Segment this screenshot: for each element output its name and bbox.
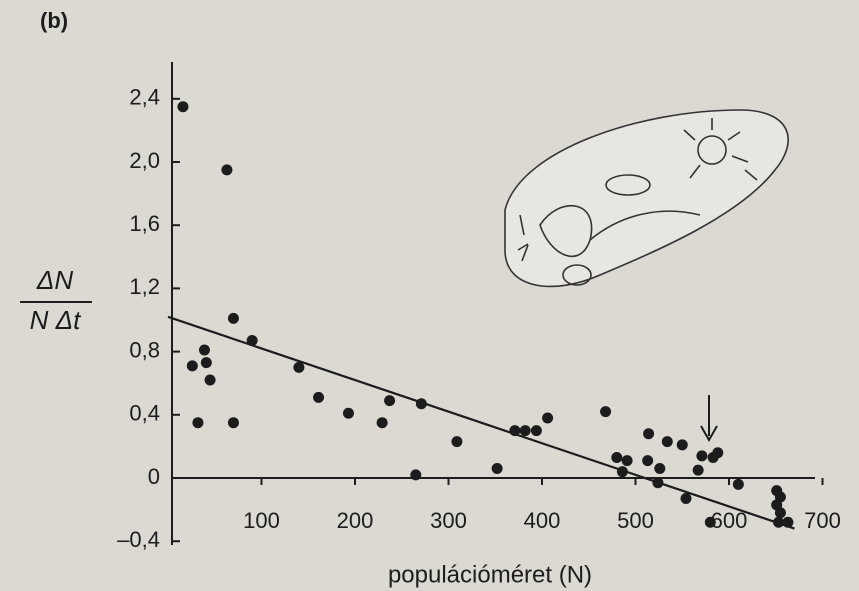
data-point	[704, 516, 716, 528]
paramecium-drawing	[504, 109, 789, 288]
data-point	[177, 101, 189, 113]
data-point	[204, 374, 216, 386]
data-point	[611, 451, 623, 463]
data-point	[542, 412, 554, 424]
x-tick-label: 300	[430, 508, 467, 533]
data-point	[410, 469, 422, 481]
data-point	[384, 395, 396, 407]
data-point	[621, 455, 633, 467]
data-point	[451, 436, 463, 448]
x-tick-label: 700	[804, 508, 841, 533]
x-tick-label: 400	[524, 508, 561, 533]
annotation-arrow	[700, 395, 718, 443]
x-tick-label: 600	[711, 508, 748, 533]
y-tick-label: 2,0	[129, 148, 160, 173]
data-point	[313, 391, 325, 403]
data-point	[530, 425, 542, 437]
data-point	[192, 417, 204, 429]
chart-title: (b)	[40, 8, 68, 33]
y-tick-label: 0	[148, 464, 160, 489]
data-point	[643, 428, 655, 440]
y-tick-label: 1,2	[129, 274, 160, 299]
y-tick-label: 2,4	[129, 85, 160, 110]
data-point	[200, 357, 212, 369]
x-tick-label: 200	[337, 508, 374, 533]
data-point	[680, 493, 692, 505]
data-point	[676, 439, 688, 451]
y-label-numerator: ΔN	[36, 265, 73, 295]
data-point	[293, 361, 305, 373]
y-tick-label: 0,4	[129, 401, 160, 426]
y-label-denominator: N Δt	[30, 305, 82, 335]
x-tick-label: 500	[617, 508, 654, 533]
data-point	[186, 360, 198, 372]
data-point	[774, 491, 786, 503]
data-point	[491, 463, 503, 475]
data-point	[654, 463, 666, 475]
data-point	[692, 464, 704, 476]
data-point	[227, 417, 239, 429]
y-tick-label: 0,8	[129, 337, 160, 362]
y-tick-label: –0,4	[117, 527, 160, 552]
fit-line	[167, 315, 795, 530]
data-point	[342, 407, 354, 419]
data-point	[642, 455, 654, 467]
data-point	[774, 507, 786, 519]
data-point	[696, 450, 708, 462]
data-point	[198, 344, 210, 356]
data-point	[376, 417, 388, 429]
y-tick-label: 1,6	[129, 211, 160, 236]
data-point	[227, 312, 239, 324]
x-label: populációméret (N)	[388, 561, 592, 588]
data-point	[732, 478, 744, 490]
x-tick-label: 100	[243, 508, 280, 533]
data-point	[221, 164, 233, 176]
data-point	[712, 447, 724, 459]
data-point	[519, 425, 531, 437]
data-point	[661, 436, 673, 448]
data-point	[600, 406, 612, 418]
